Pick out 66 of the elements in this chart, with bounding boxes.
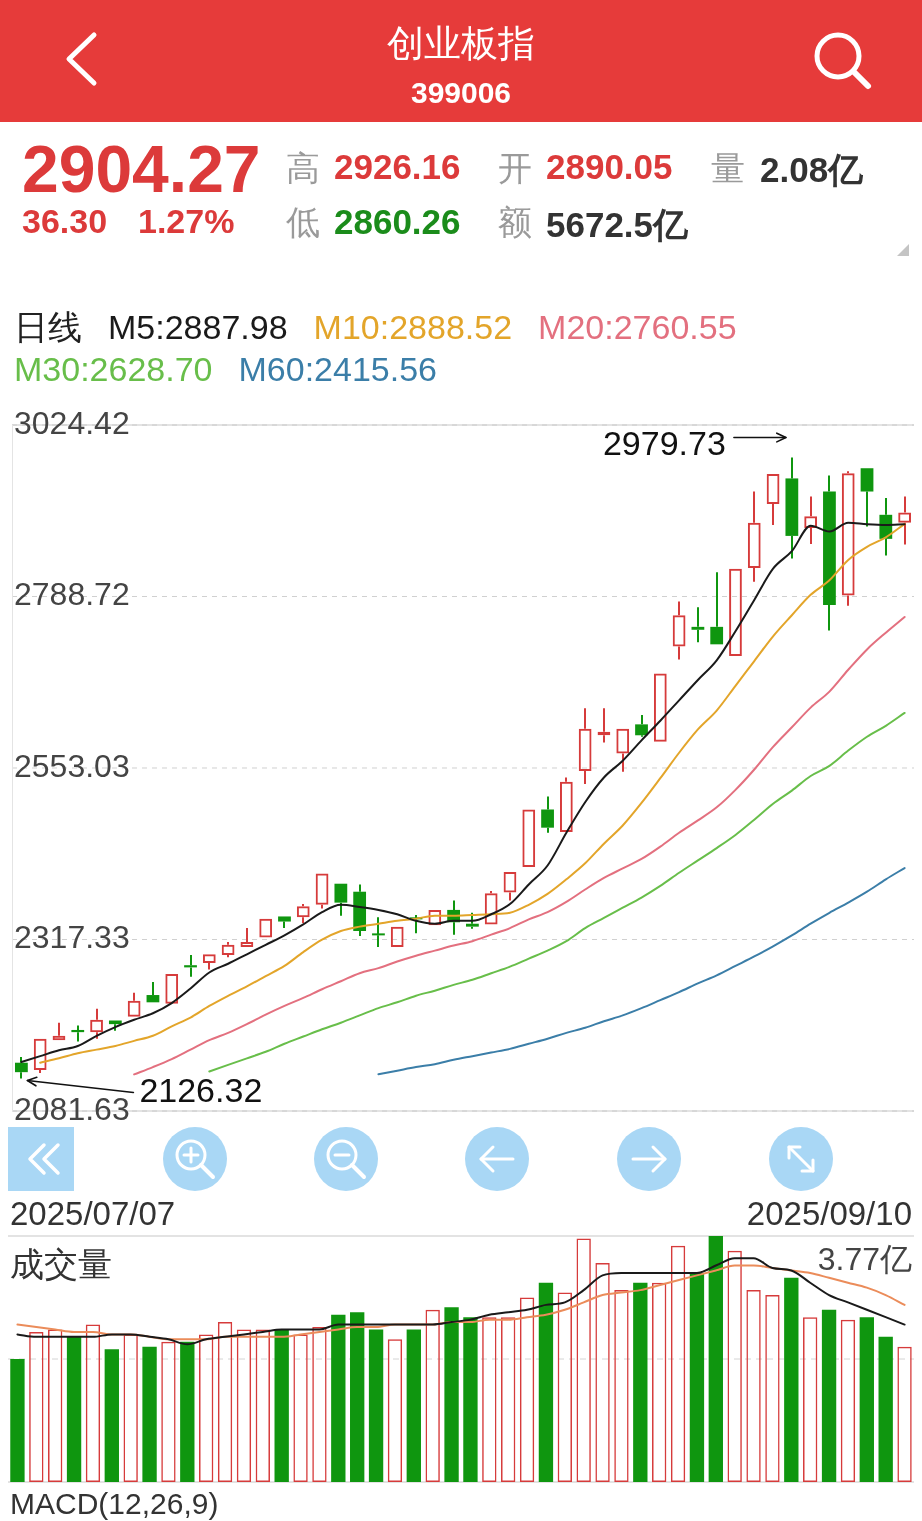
candlestick xyxy=(372,916,385,949)
bar xyxy=(104,1349,119,1482)
text: 2890.05 xyxy=(546,147,673,187)
text: 额 xyxy=(498,202,532,243)
candlestick xyxy=(353,883,367,938)
text: 量 xyxy=(711,148,745,189)
bar xyxy=(180,1341,195,1482)
text: 2025/07/07 xyxy=(10,1195,176,1232)
candlestick xyxy=(823,474,836,632)
text: 创业板指 xyxy=(387,22,535,66)
candlestick xyxy=(541,795,554,834)
text: 2.08亿 xyxy=(760,149,864,191)
y-tick-label: 2081.63 xyxy=(14,1090,130,1127)
candlestick xyxy=(184,954,197,978)
candlestick xyxy=(278,916,291,930)
text: 399006 xyxy=(410,76,512,110)
text: M60:2415.56 xyxy=(238,350,437,388)
line-series xyxy=(133,616,906,1076)
line-series xyxy=(208,711,906,1073)
candlestick xyxy=(635,713,648,736)
candlestick xyxy=(710,571,724,645)
bar xyxy=(878,1336,893,1482)
bar xyxy=(821,1309,837,1482)
text: 2926.16 xyxy=(334,147,461,187)
text: 低 xyxy=(286,202,320,243)
bar xyxy=(538,1282,554,1482)
bar xyxy=(274,1329,289,1482)
line-series xyxy=(377,867,906,1076)
annotation: 3.77亿 xyxy=(817,1240,912,1279)
text: M10:2888.52 xyxy=(313,308,513,346)
text: M20:2760.55 xyxy=(538,308,737,346)
bar xyxy=(10,1359,25,1482)
y-tick-label: 2317.33 xyxy=(14,919,130,956)
bar xyxy=(633,1282,648,1482)
text: 5672.5亿 xyxy=(546,204,689,246)
text: M30:2628.70 xyxy=(14,350,213,388)
bar xyxy=(463,1317,478,1482)
bar xyxy=(142,1346,157,1482)
text: MACD(12,26,9) xyxy=(10,1487,219,1521)
candlestick xyxy=(691,606,705,644)
bar xyxy=(444,1307,459,1482)
y-tick-label: 2553.03 xyxy=(14,747,130,784)
text: 高 xyxy=(286,148,320,189)
y-tick-label: 3024.42 xyxy=(14,404,130,441)
bar xyxy=(859,1317,874,1482)
text: 2025/09/10 xyxy=(746,1195,912,1232)
y-tick-label: 2788.72 xyxy=(14,576,130,613)
chart-title: 成交量 xyxy=(10,1244,112,1285)
bar xyxy=(406,1329,421,1482)
bar xyxy=(708,1236,723,1482)
text: 开 xyxy=(498,148,532,189)
text: M5:2887.98 xyxy=(108,308,288,346)
bar xyxy=(689,1272,705,1482)
candlestick xyxy=(71,1024,85,1043)
bar xyxy=(331,1314,346,1482)
bar xyxy=(66,1336,82,1482)
bar xyxy=(784,1277,799,1482)
text: 2860.26 xyxy=(334,202,461,242)
candlestick xyxy=(146,980,160,1003)
annotation: 2979.73 xyxy=(602,423,726,462)
candlestick xyxy=(785,456,799,560)
bar xyxy=(368,1329,384,1482)
legend-title: 日线 xyxy=(14,308,82,346)
bar xyxy=(350,1312,365,1482)
annotation: 2126.32 xyxy=(139,1070,263,1109)
candlestick xyxy=(860,468,874,528)
